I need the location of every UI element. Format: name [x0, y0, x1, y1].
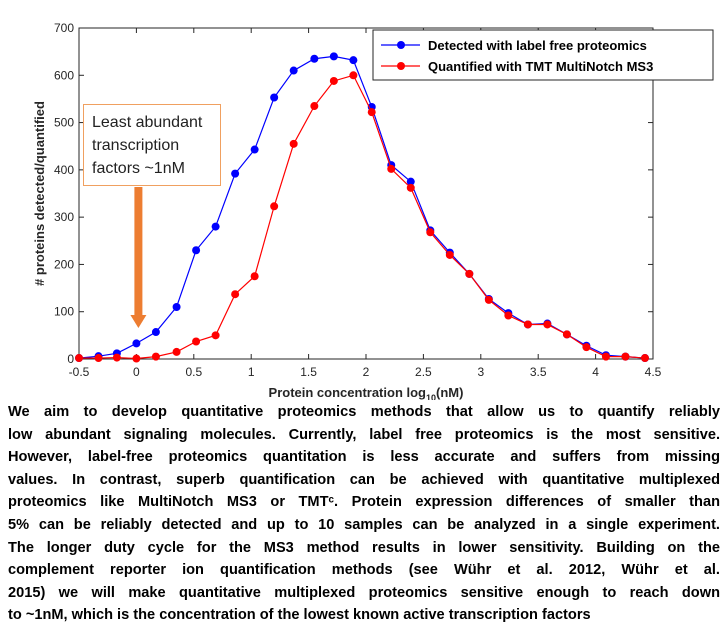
- data-point: [406, 177, 415, 186]
- x-tick-label: 2.5: [415, 365, 432, 379]
- data-point: [112, 353, 121, 362]
- data-point: [75, 354, 83, 363]
- data-point: [172, 302, 181, 311]
- x-tick-label: 0: [133, 365, 140, 379]
- data-point: [132, 339, 141, 348]
- x-axis-label: Protein concentration log10(nM): [269, 385, 464, 400]
- x-axis-label-part: (nM): [436, 385, 463, 400]
- y-tick-label: 600: [54, 68, 74, 82]
- x-tick-label: 2: [363, 365, 370, 379]
- x-axis-label-part: 10: [426, 393, 436, 400]
- data-point: [192, 337, 201, 346]
- data-point: [289, 139, 298, 148]
- paragraph-line: low abundant signaling molecules. Curren…: [8, 426, 720, 443]
- x-tick-label: 4.5: [645, 365, 662, 379]
- data-point: [640, 354, 649, 363]
- x-tick-label: 1: [248, 365, 255, 379]
- annotation-box: Least abundant transcription factors ~1n…: [83, 104, 221, 186]
- paragraph-line: to ~1nM, which is the concentration of t…: [8, 607, 591, 624]
- arrow-shaft: [134, 187, 143, 315]
- annotation-line: Least abundant: [92, 114, 203, 131]
- annotation-line: factors ~1nM: [92, 160, 185, 177]
- legend-label: Detected with label free proteomics: [428, 38, 647, 53]
- data-point: [484, 295, 493, 304]
- data-point: [349, 56, 358, 65]
- data-point: [270, 93, 279, 102]
- y-axis-label: # proteins detected/quantified: [32, 101, 47, 286]
- data-point: [250, 145, 259, 154]
- paragraph-line: The longer duty cycle for the MS3 method…: [8, 539, 720, 556]
- y-tick-label: 700: [54, 21, 74, 35]
- x-axis-label-part: Protein concentration log: [269, 385, 427, 400]
- data-point: [270, 202, 279, 211]
- x-tick-label: 3.5: [530, 365, 547, 379]
- data-point: [211, 331, 220, 340]
- y-tick-label: 500: [54, 116, 74, 130]
- data-point: [132, 354, 141, 363]
- data-point: [426, 228, 435, 237]
- legend-marker: [397, 41, 405, 49]
- data-point: [329, 52, 338, 61]
- x-tick-label: 1.5: [300, 365, 317, 379]
- legend-box: [372, 29, 714, 81]
- y-tick-label: 200: [54, 257, 74, 271]
- data-point: [250, 272, 259, 281]
- legend-marker: [397, 62, 405, 70]
- data-point: [231, 290, 240, 299]
- data-point: [172, 347, 181, 356]
- paragraph-line: We aim to develop quantitative proteomic…: [8, 404, 720, 420]
- data-point: [445, 250, 454, 259]
- data-point: [621, 352, 630, 361]
- data-point: [151, 328, 160, 337]
- paragraph-line: values. In contrast, superb quantificati…: [8, 471, 720, 488]
- y-tick-label: 0: [67, 352, 74, 366]
- data-point: [289, 66, 298, 75]
- data-point: [465, 269, 474, 278]
- data-point: [349, 71, 358, 80]
- paragraph-line: 2015) we will make quantitative multiple…: [8, 584, 720, 601]
- data-point: [310, 102, 319, 111]
- data-point: [387, 164, 396, 173]
- y-tick-label: 300: [54, 210, 74, 224]
- data-point: [231, 169, 240, 178]
- x-tick-label: 3: [477, 365, 484, 379]
- data-point: [582, 343, 591, 352]
- data-point: [406, 183, 415, 192]
- arrow-head-icon: [130, 315, 147, 328]
- data-point: [94, 354, 103, 363]
- paragraph-line: complement reporter ion quantification m…: [8, 562, 720, 579]
- y-tick-label: 400: [54, 163, 74, 177]
- data-point: [367, 108, 376, 117]
- x-tick-label: 4: [592, 365, 599, 379]
- paragraph-line: proteomics like MultiNotch MS3 or TMTᶜ. …: [8, 494, 720, 511]
- paragraph-line: However, label-free proteomics quantitat…: [8, 449, 720, 466]
- data-point: [329, 76, 338, 85]
- data-point: [523, 320, 532, 329]
- description-paragraph: We aim to develop quantitative proteomic…: [8, 401, 720, 627]
- chart: -0.5 0 0.5 1 1.5 2 2.5 3 3.5 4 4.50100200300400500…: [32, 21, 714, 400]
- paragraph-line: 5% can be reliably detected and up to 10…: [8, 516, 720, 533]
- data-point: [504, 311, 513, 320]
- annotation-line: transcription: [92, 137, 180, 154]
- data-point: [192, 246, 201, 255]
- legend-label: Quantified with TMT MultiNotch MS3: [428, 59, 653, 74]
- data-point: [601, 352, 610, 361]
- data-point: [543, 320, 552, 329]
- x-tick-label: 0.5: [185, 365, 202, 379]
- data-point: [151, 352, 160, 361]
- series-line: [78, 55, 646, 359]
- y-tick-label: 100: [54, 305, 74, 319]
- data-point: [211, 222, 220, 231]
- data-point: [562, 330, 571, 339]
- x-tick-label: -0.5: [69, 365, 90, 379]
- data-point: [310, 54, 319, 63]
